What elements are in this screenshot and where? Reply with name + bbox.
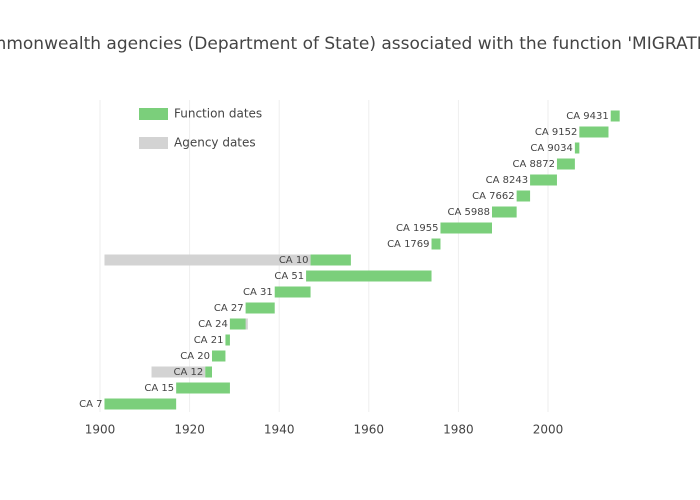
bar	[212, 350, 226, 362]
x-tick-label: 1980	[443, 423, 474, 437]
category-label: CA 8872	[513, 159, 555, 170]
bar	[574, 142, 580, 154]
category-label: CA 15	[144, 383, 174, 394]
category-label: CA 31	[243, 287, 273, 298]
bar	[274, 286, 311, 298]
x-tick-label: 1940	[264, 423, 295, 437]
bar	[516, 190, 531, 202]
category-label: CA 9152	[535, 127, 577, 138]
category-label: CA 10	[279, 255, 309, 266]
bar	[104, 398, 177, 410]
category-label: CA 9431	[566, 111, 608, 122]
category-label: CA 7662	[472, 191, 514, 202]
bar	[306, 270, 432, 282]
bar	[556, 158, 575, 170]
legend-label: Function dates	[174, 107, 262, 121]
bar	[176, 382, 230, 394]
bar	[104, 254, 311, 266]
legend-swatch	[139, 108, 168, 120]
category-label: CA 9034	[530, 143, 572, 154]
bar	[431, 238, 441, 250]
chart-title: Commonwealth agencies (Department of Sta…	[0, 34, 700, 54]
x-tick-label: 2000	[533, 423, 564, 437]
category-label: CA 27	[214, 303, 244, 314]
bar	[440, 222, 492, 234]
x-tick-label: 1900	[85, 423, 116, 437]
bar	[225, 334, 230, 346]
category-label: CA 21	[194, 335, 224, 346]
category-label: CA 20	[180, 351, 210, 362]
bar	[492, 206, 517, 218]
bar	[229, 318, 246, 330]
bar	[151, 366, 206, 378]
bar	[205, 366, 212, 378]
category-label: CA 24	[198, 319, 228, 330]
bar	[530, 174, 557, 186]
category-label: CA 1955	[396, 223, 438, 234]
category-label: CA 12	[174, 367, 204, 378]
category-label: CA 8243	[486, 175, 528, 186]
category-label: CA 51	[274, 271, 304, 282]
legend-swatch	[139, 137, 168, 149]
bar	[610, 110, 620, 122]
legend-label: Agency dates	[174, 136, 256, 150]
bar	[310, 254, 351, 266]
category-label: CA 7	[79, 399, 102, 410]
category-label: CA 1769	[387, 239, 429, 250]
x-tick-label: 1960	[354, 423, 385, 437]
category-label: CA 5988	[448, 207, 490, 218]
x-tick-label: 1920	[174, 423, 205, 437]
bar	[245, 302, 275, 314]
bar	[579, 126, 609, 138]
